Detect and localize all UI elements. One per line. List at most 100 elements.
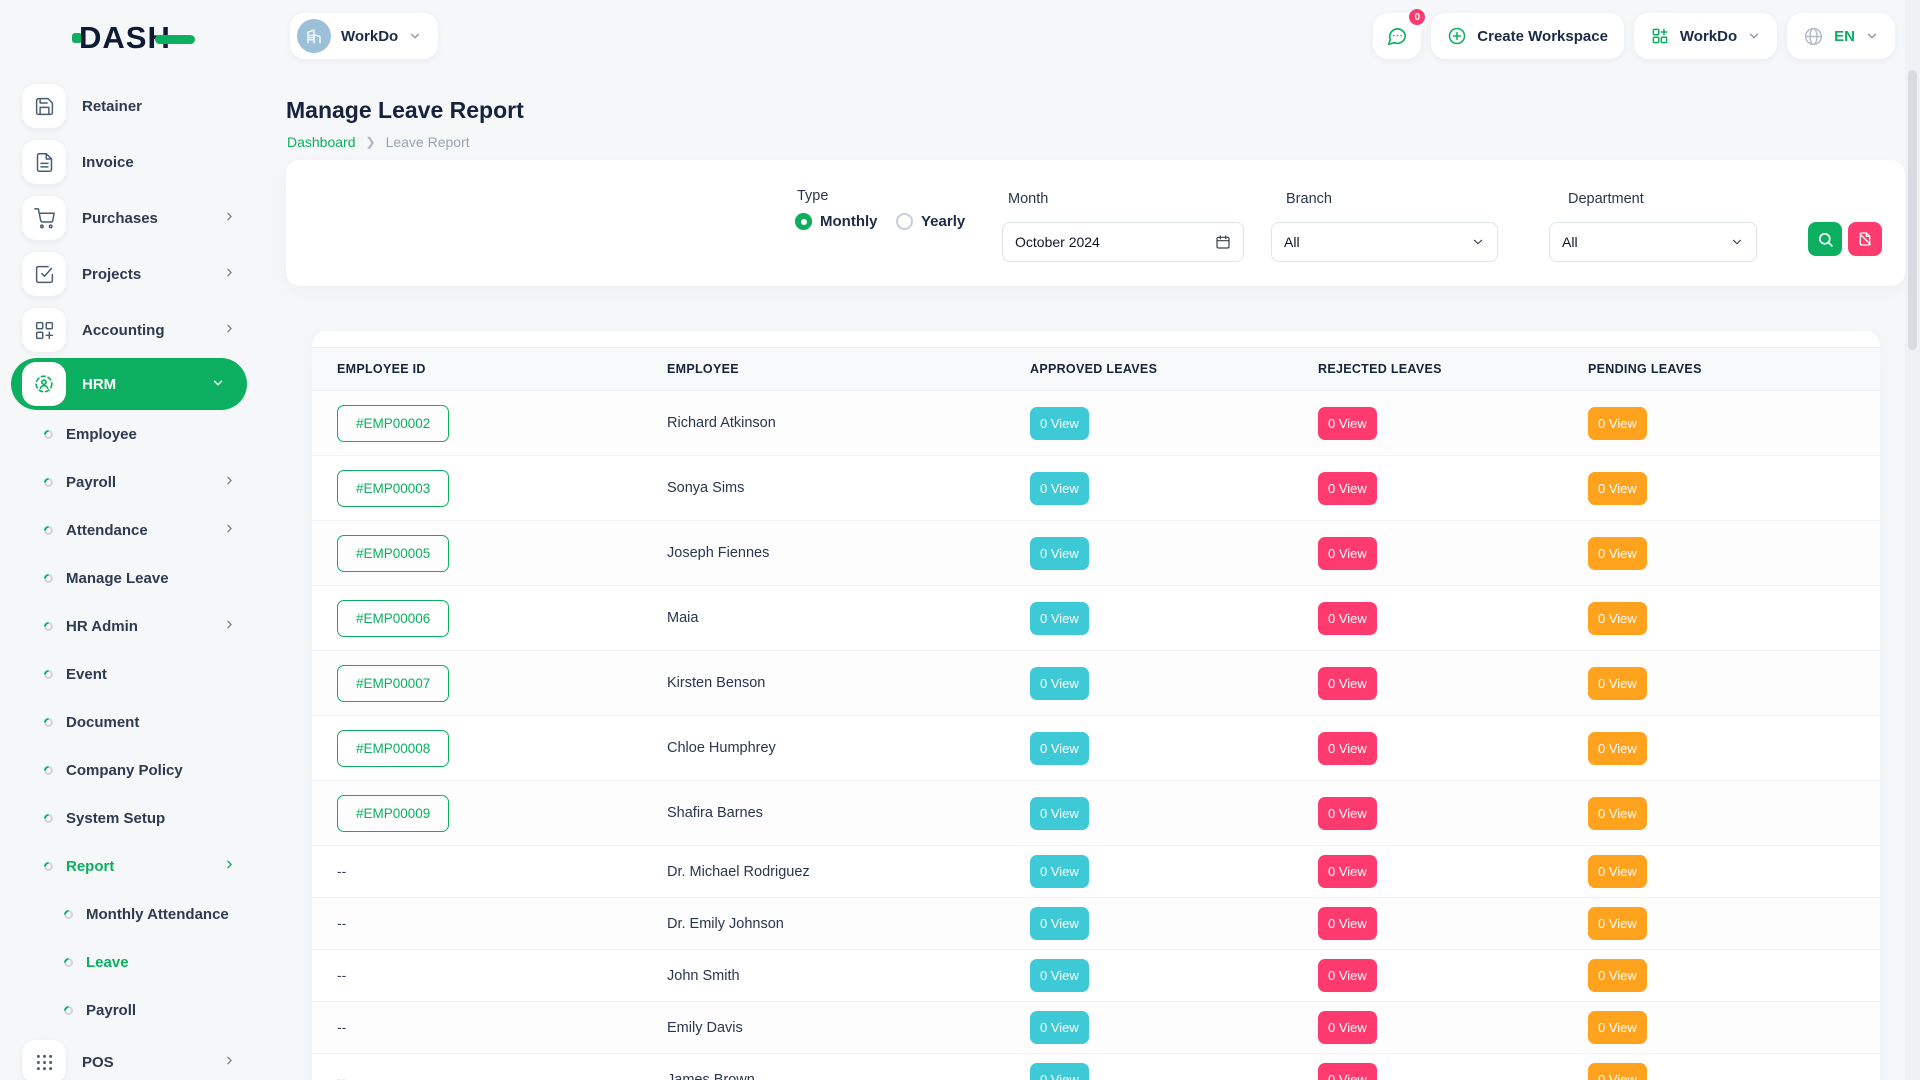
employee-id-badge[interactable]: #EMP00008 [337,730,449,767]
rejected-leaves-view-button[interactable]: 0 View [1318,537,1377,570]
employee-id-badge[interactable]: #EMP00007 [337,665,449,702]
employee-id-badge[interactable]: #EMP00003 [337,470,449,507]
pending-leaves-view-button[interactable]: 0 View [1588,797,1647,830]
page-scrollbar[interactable] [1905,0,1920,1080]
type-label: Type [797,188,828,204]
sidebar-item-projects[interactable]: Projects [0,246,258,302]
sidebar-item-retainer[interactable]: Retainer [0,78,258,134]
chevron-down-icon [1865,29,1879,43]
approved-leaves-view-button[interactable]: 0 View [1030,907,1089,940]
approved-leaves-view-button[interactable]: 0 View [1030,407,1089,440]
rejected-leaves-view-button[interactable]: 0 View [1318,667,1377,700]
sidebar-item-invoice[interactable]: Invoice [0,134,258,190]
rejected-leaves-view-button[interactable]: 0 View [1318,407,1377,440]
approved-leaves-view-button[interactable]: 0 View [1030,959,1089,992]
leave-report-table: EMPLOYEE IDEMPLOYEEAPPROVED LEAVESREJECT… [312,331,1880,1080]
column-header: APPROVED LEAVES [1030,362,1318,376]
sidebar-item-payroll[interactable]: Payroll [0,458,258,506]
messages-count-badge: 0 [1407,7,1427,27]
type-radio-yearly[interactable]: Yearly [896,213,965,230]
month-input[interactable]: October 2024 [1002,222,1244,262]
pending-leaves-view-button[interactable]: 0 View [1588,1011,1647,1044]
rejected-leaves-view-button[interactable]: 0 View [1318,1011,1377,1044]
rejected-leaves-view-button[interactable]: 0 View [1318,472,1377,505]
sidebar-item-employee[interactable]: Employee [0,410,258,458]
sidebar-item-accounting[interactable]: Accounting [0,302,258,358]
approved-leaves-view-button[interactable]: 0 View [1030,472,1089,505]
chevron-right-icon [223,322,236,338]
logo-dash-icon [155,35,195,44]
branch-select[interactable]: All [1271,222,1498,262]
table-row: --Dr. Emily Johnson0 View0 View0 View [312,898,1880,950]
rejected-leaves-view-button[interactable]: 0 View [1318,1063,1377,1080]
calendar-icon[interactable] [1215,234,1231,250]
type-radio-monthly[interactable]: Monthly [795,213,878,230]
create-workspace-button[interactable]: Create Workspace [1431,13,1624,59]
radio-unchecked-icon[interactable] [896,213,913,230]
pending-leaves-view-button[interactable]: 0 View [1588,407,1647,440]
employee-name: Sonya Sims [667,480,1030,496]
sidebar-item-document[interactable]: Document [0,698,258,746]
pending-leaves-view-button[interactable]: 0 View [1588,1063,1647,1080]
search-button[interactable] [1808,222,1842,256]
employee-id-badge[interactable]: #EMP00009 [337,795,449,832]
workspace-switcher[interactable]: WorkDo [1634,13,1777,59]
employee-id-badge[interactable]: #EMP00006 [337,600,449,637]
rejected-leaves-view-button[interactable]: 0 View [1318,959,1377,992]
sidebar-item-pos[interactable]: POS [0,1034,258,1080]
rejected-leaves-view-button[interactable]: 0 View [1318,855,1377,888]
approved-leaves-view-button[interactable]: 0 View [1030,732,1089,765]
pending-leaves-view-button[interactable]: 0 View [1588,472,1647,505]
approved-leaves-view-button[interactable]: 0 View [1030,667,1089,700]
reset-filter-button[interactable] [1848,222,1882,256]
pending-leaves-view-button[interactable]: 0 View [1588,907,1647,940]
department-select[interactable]: All [1549,222,1757,262]
language-selector[interactable]: EN [1787,13,1895,59]
rejected-leaves-view-button[interactable]: 0 View [1318,602,1377,635]
employee-name: Shafira Barnes [667,805,1030,821]
rejected-leaves-view-button[interactable]: 0 View [1318,732,1377,765]
sidebar-item-attendance[interactable]: Attendance [0,506,258,554]
department-label: Department [1568,191,1644,207]
scrollbar-thumb[interactable] [1908,70,1917,350]
sidebar-item-event[interactable]: Event [0,650,258,698]
employee-id-badge[interactable]: #EMP00002 [337,405,449,442]
breadcrumb-dashboard-link[interactable]: Dashboard [287,134,356,150]
sidebar-item-purchases[interactable]: Purchases [0,190,258,246]
employee-name: Dr. Michael Rodriguez [667,864,1030,880]
sidebar-item-hrm[interactable]: HRM [11,358,247,410]
pending-leaves-view-button[interactable]: 0 View [1588,959,1647,992]
approved-leaves-view-button[interactable]: 0 View [1030,1063,1089,1080]
projects-icon [22,252,66,296]
sidebar-item-system-setup[interactable]: System Setup [0,794,258,842]
workspace-selector[interactable]: WorkDo [290,13,438,59]
approved-leaves-view-button[interactable]: 0 View [1030,855,1089,888]
sidebar-item-company-policy[interactable]: Company Policy [0,746,258,794]
pending-leaves-view-button[interactable]: 0 View [1588,732,1647,765]
bullet-icon [42,428,55,441]
approved-leaves-view-button[interactable]: 0 View [1030,602,1089,635]
column-header: PENDING LEAVES [1588,362,1880,376]
employee-id-badge[interactable]: #EMP00005 [337,535,449,572]
rejected-leaves-view-button[interactable]: 0 View [1318,907,1377,940]
employee-name: Chloe Humphrey [667,740,1030,756]
pending-leaves-view-button[interactable]: 0 View [1588,602,1647,635]
pending-leaves-view-button[interactable]: 0 View [1588,667,1647,700]
sidebar-item-payroll[interactable]: Payroll [0,986,258,1034]
messages-button[interactable]: 0 [1373,13,1421,59]
pending-leaves-view-button[interactable]: 0 View [1588,855,1647,888]
rejected-leaves-view-button[interactable]: 0 View [1318,797,1377,830]
sidebar-item-report[interactable]: Report [0,842,258,890]
bullet-icon [42,572,55,585]
employee-name: Emily Davis [667,1020,1030,1036]
approved-leaves-view-button[interactable]: 0 View [1030,797,1089,830]
sidebar-item-hr-admin[interactable]: HR Admin [0,602,258,650]
approved-leaves-view-button[interactable]: 0 View [1030,1011,1089,1044]
pending-leaves-view-button[interactable]: 0 View [1588,537,1647,570]
approved-leaves-view-button[interactable]: 0 View [1030,537,1089,570]
sidebar-item-monthly-attendance[interactable]: Monthly Attendance [0,890,258,938]
sidebar-item-manage-leave[interactable]: Manage Leave [0,554,258,602]
radio-checked-icon[interactable] [795,213,812,230]
sidebar-item-leave[interactable]: Leave [0,938,258,986]
column-header: EMPLOYEE ID [337,362,667,376]
